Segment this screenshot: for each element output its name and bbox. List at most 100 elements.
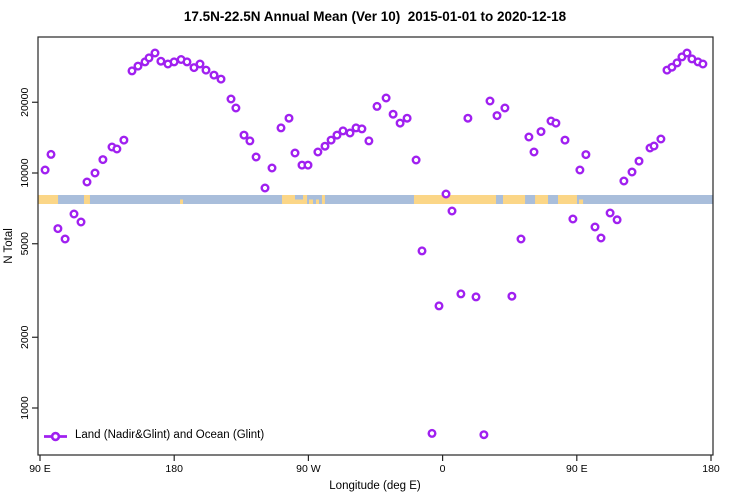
data-point	[290, 148, 300, 158]
data-point	[276, 123, 286, 133]
legend-marker	[44, 431, 67, 442]
data-point	[485, 96, 495, 106]
data-point	[698, 59, 708, 69]
x-tick-label: 90 E	[29, 463, 51, 475]
data-point	[560, 135, 570, 145]
data-point	[226, 94, 236, 104]
data-point	[46, 149, 56, 159]
data-point	[332, 130, 342, 140]
data-point	[239, 130, 249, 140]
data-point	[590, 222, 600, 232]
data-point	[612, 215, 622, 225]
data-point	[682, 48, 692, 58]
y-tick-label: 10000	[19, 158, 31, 187]
data-point	[395, 118, 405, 128]
legend-label: Land (Nadir&Glint) and Ocean (Glint)	[75, 429, 265, 441]
land-segment	[535, 195, 549, 204]
data-point	[313, 147, 323, 157]
data-point	[90, 168, 100, 178]
data-point	[441, 189, 451, 199]
y-tick-label: 2000	[19, 325, 31, 349]
land-segment	[579, 199, 584, 204]
data-point	[156, 56, 166, 66]
data-point	[364, 136, 374, 146]
data-point	[169, 57, 179, 67]
data-point	[201, 65, 211, 75]
data-point	[596, 233, 606, 243]
data-point	[529, 147, 539, 157]
data-point	[144, 53, 154, 63]
y-tick-label: 20000	[19, 88, 31, 117]
data-point	[284, 113, 294, 123]
legend-open-circle-icon	[50, 431, 61, 442]
data-point	[417, 246, 427, 256]
data-point	[216, 74, 226, 84]
data-point	[605, 208, 615, 218]
data-point	[82, 177, 92, 187]
data-point	[372, 101, 382, 111]
data-point	[182, 57, 192, 67]
land-segment	[308, 199, 314, 204]
land-segment	[38, 195, 59, 204]
data-point	[98, 155, 108, 165]
data-point	[381, 93, 391, 103]
data-point	[320, 141, 330, 151]
data-point	[471, 292, 481, 302]
x-tick-label: 180	[702, 463, 720, 475]
data-point	[402, 113, 412, 123]
chart-title: 17.5N-22.5N Annual Mean (Ver 10) 2015-01…	[183, 9, 567, 24]
data-point	[649, 141, 659, 151]
data-point	[634, 156, 644, 166]
y-tick-label: 5000	[19, 232, 31, 256]
land-segment	[180, 199, 183, 204]
data-point	[338, 126, 348, 136]
data-point	[427, 428, 437, 438]
plot-border	[37, 36, 714, 456]
data-point	[69, 209, 79, 219]
land-segment	[413, 195, 496, 204]
data-point	[231, 103, 241, 113]
data-point	[507, 291, 517, 301]
data-point	[195, 59, 205, 69]
land-segment	[321, 195, 325, 204]
land-segment	[316, 199, 319, 204]
land-segment	[282, 195, 308, 204]
data-point	[40, 165, 50, 175]
data-point	[411, 155, 421, 165]
data-points	[40, 48, 708, 440]
data-point	[245, 136, 255, 146]
data-point	[447, 206, 457, 216]
data-point	[345, 128, 355, 138]
x-tick-label: 0	[440, 463, 446, 475]
axis-ticks: 90 E 180 90 W 0 90 E 180 1000 2000 5000 10000 2000…	[19, 88, 720, 475]
data-point	[575, 165, 585, 175]
land-segment	[83, 195, 90, 204]
data-point	[251, 152, 261, 162]
data-point	[568, 214, 578, 224]
y-tick-label: 1000	[19, 396, 31, 420]
data-point	[516, 234, 526, 244]
data-point	[303, 160, 313, 170]
data-point	[627, 167, 637, 177]
data-point	[581, 150, 591, 160]
data-point	[60, 234, 70, 244]
land-segment	[502, 195, 526, 204]
land-segment	[558, 195, 577, 204]
data-point	[456, 289, 466, 299]
x-tick-label: 90 W	[296, 463, 321, 475]
land-ocean-map-strip	[38, 195, 713, 204]
data-point	[388, 109, 398, 119]
data-point	[551, 118, 561, 128]
data-point	[463, 113, 473, 123]
data-point	[500, 103, 510, 113]
x-tick-label: 180	[165, 463, 183, 475]
data-point	[524, 132, 534, 142]
data-point	[150, 48, 160, 58]
data-point	[133, 61, 143, 71]
data-point	[53, 224, 63, 234]
data-point	[536, 127, 546, 137]
data-point	[326, 135, 336, 145]
data-point	[434, 301, 444, 311]
